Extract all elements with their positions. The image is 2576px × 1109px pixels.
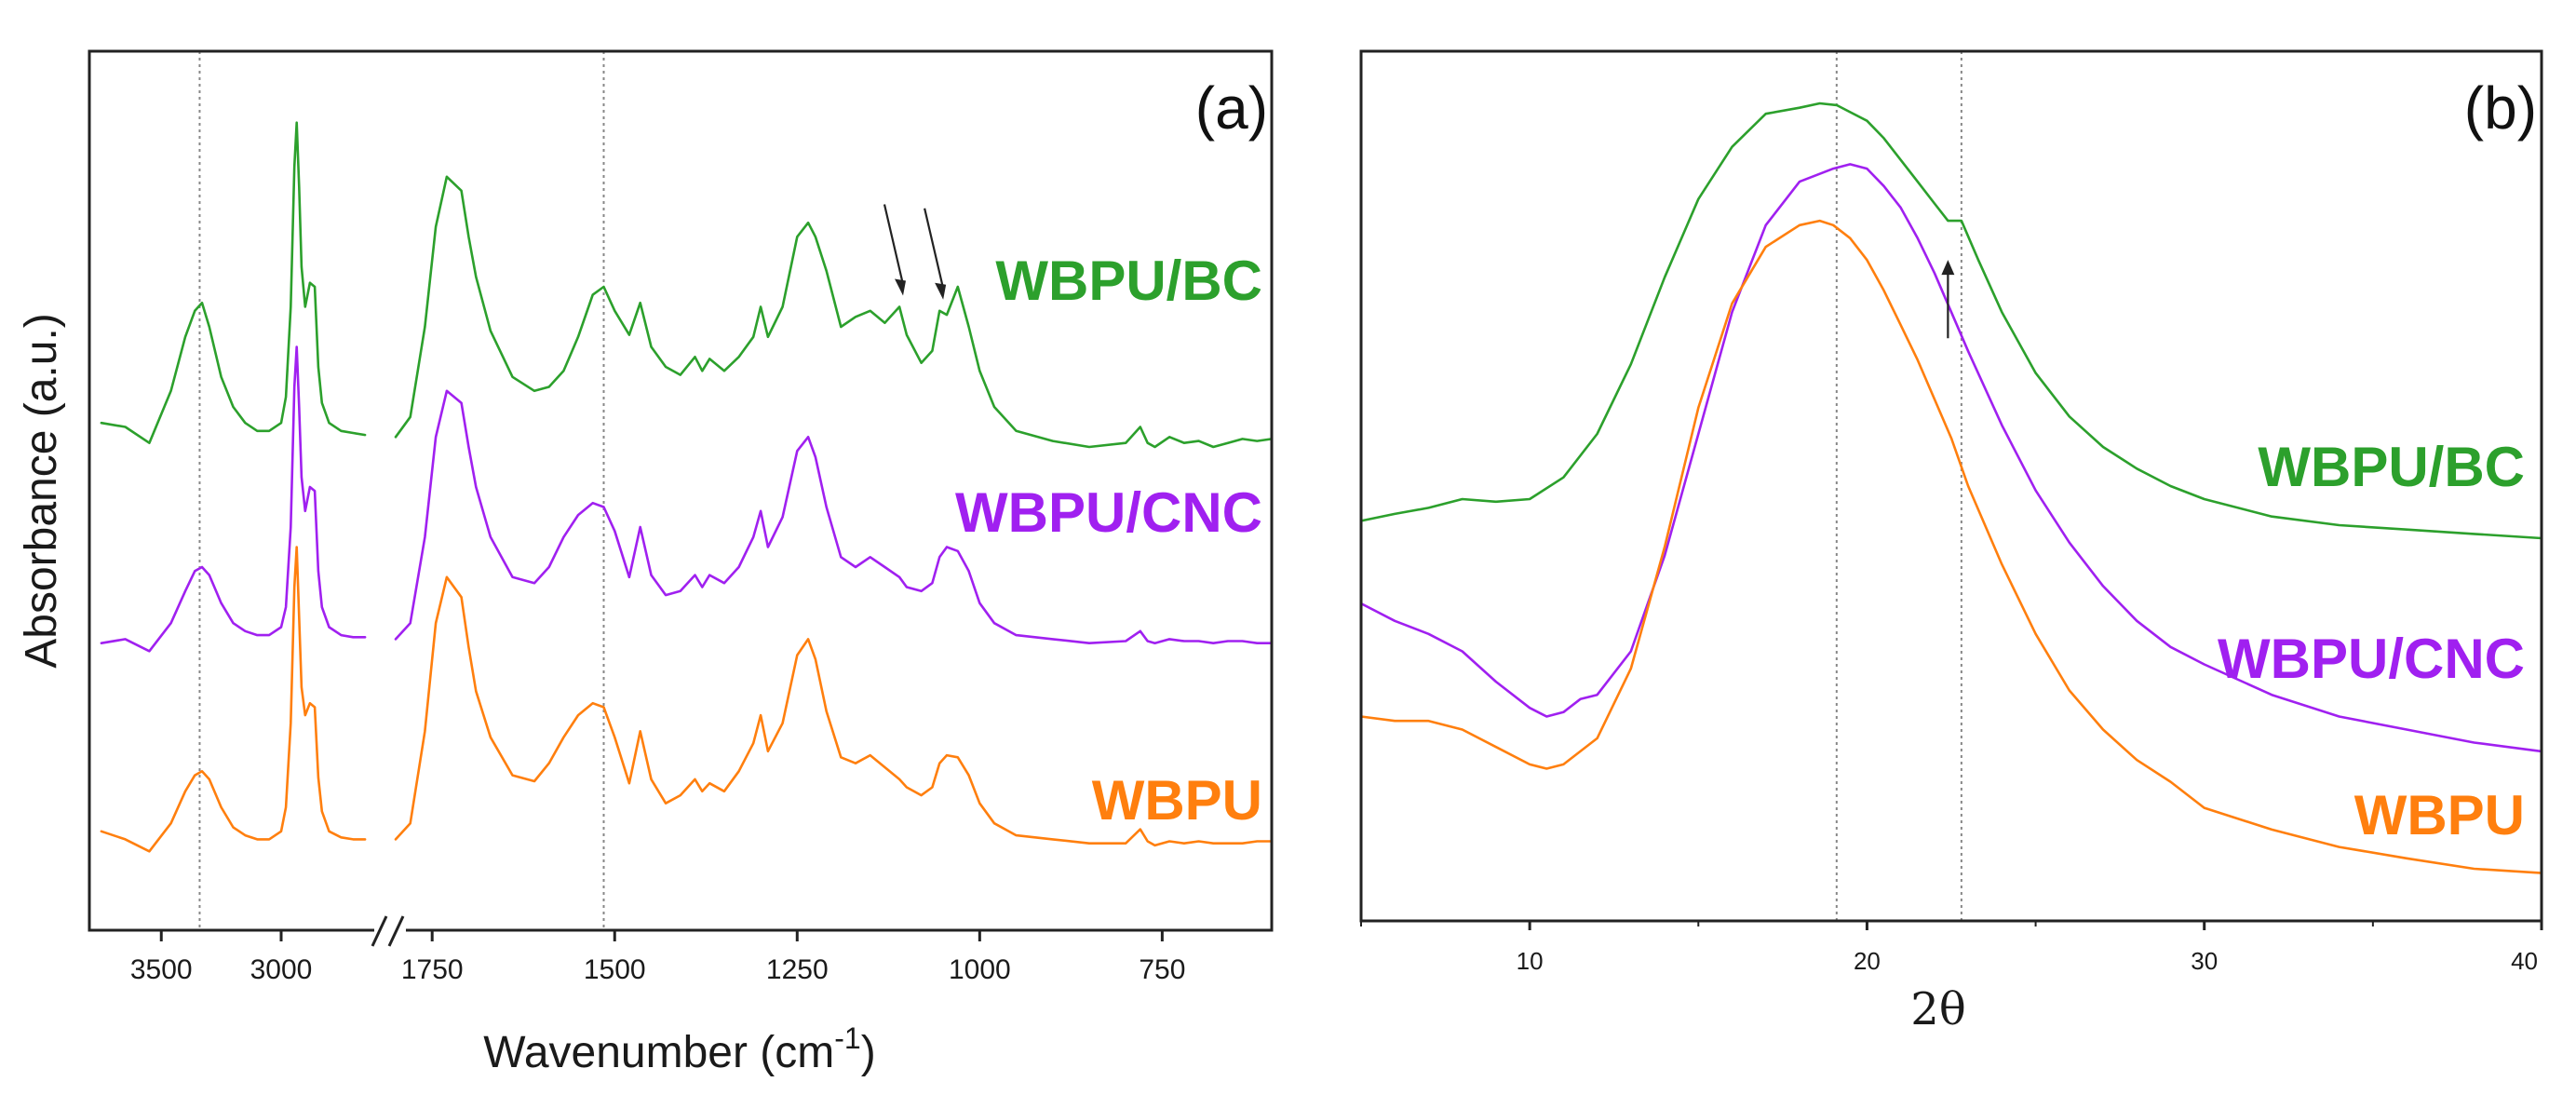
panel-b-trace-wbpu-cnc <box>1359 163 2543 753</box>
panel-b-tick-label-40: 40 <box>2511 947 2538 975</box>
panel-a-arrow-2 <box>924 208 947 300</box>
panel-b-trace-wbpu-bc <box>1359 101 2543 540</box>
panel-a-trace-wbpu-bc-seg1 <box>100 121 367 444</box>
axis-break-marker <box>371 915 406 947</box>
panel-a-trace-wbpu-seg2 <box>394 575 1274 847</box>
panel-a-label-wbpu-bc: WBPU/BC <box>995 250 1262 312</box>
panel-b-xrd-chart: 10 20 30 40 (b) 2θ WBPU/BC WBPU/CNC WBPU <box>1359 49 2543 1035</box>
panel-b-plot-area <box>1361 51 2542 921</box>
panel-a-tick-label-750: 750 <box>1139 954 1185 985</box>
panel-a-tick-label-1000: 1000 <box>949 954 1011 985</box>
panel-a-frame <box>88 49 1274 932</box>
panel-a-y-axis-title: Absorbance (a.u.) <box>17 313 66 669</box>
panel-a-label: (a) <box>1195 74 1268 142</box>
panel-b-x-ticks: 10 20 30 40 <box>1360 921 2543 975</box>
panel-a-annotations <box>883 204 947 300</box>
x-axis-title-main: Wavenumber (cm <box>483 1028 834 1077</box>
panel-a-tick-label-1250: 1250 <box>766 954 829 985</box>
panel-a-trace-wbpu-bc-seg2 <box>394 175 1274 449</box>
panel-a-reference-lines <box>198 51 605 930</box>
panel-a-tick-label-1750: 1750 <box>401 954 464 985</box>
panel-a-trace-wbpu-seg1 <box>100 546 367 853</box>
x-axis-title-superscript: -1 <box>834 1021 860 1055</box>
panel-b-trace-wbpu <box>1359 219 2543 874</box>
panel-b-tick-label-30: 30 <box>2191 947 2218 975</box>
panel-b-label-wbpu: WBPU <box>2354 784 2525 846</box>
panel-b-label: (b) <box>2464 74 2537 142</box>
panel-b-reference-lines <box>1835 51 1962 921</box>
panel-b-label-wbpu-cnc: WBPU/CNC <box>2218 628 2525 690</box>
panel-b-tick-label-20: 20 <box>1854 947 1881 975</box>
panel-a-tick-label-1500: 1500 <box>584 954 646 985</box>
panel-a-traces <box>100 121 1274 853</box>
panel-a-x-ticks: 3500 3000 1750 1500 1250 1000 750 <box>130 930 1185 985</box>
panel-a-tick-label-3500: 3500 <box>130 954 193 985</box>
panel-b-annotations <box>1941 260 1955 339</box>
panel-a-trace-wbpu-cnc-seg1 <box>100 345 367 653</box>
panel-a-x-axis-title: Wavenumber (cm-1) <box>483 1021 875 1077</box>
panel-a-arrow-1 <box>883 204 906 296</box>
panel-a-trace-wbpu-cnc-seg2 <box>394 389 1274 644</box>
panel-b-arrow-1 <box>1941 260 1955 339</box>
panel-a-label-wbpu: WBPU <box>1092 769 1262 832</box>
panel-b-tick-label-10: 10 <box>1517 947 1544 975</box>
panel-a-label-wbpu-cnc: WBPU/CNC <box>955 481 1262 544</box>
panel-b-label-wbpu-bc: WBPU/BC <box>2258 436 2525 498</box>
panel-b-frame <box>1359 49 2543 923</box>
panel-b-traces <box>1359 101 2543 874</box>
panel-a-ftir-chart: 3500 3000 1750 1500 1250 1000 750 (a) Absorban… <box>17 49 1274 1077</box>
x-axis-title-end: ) <box>861 1028 876 1077</box>
panel-b-x-axis-title: 2θ <box>1910 983 1965 1035</box>
panel-a-tick-label-3000: 3000 <box>250 954 313 985</box>
